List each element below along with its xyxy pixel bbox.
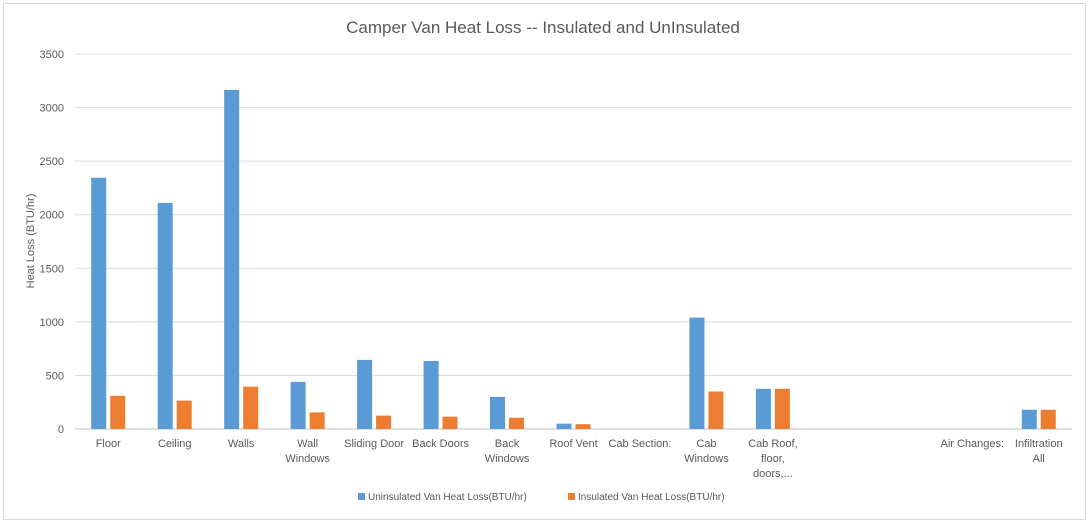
category-label: floor,: [761, 453, 785, 465]
bars: [91, 89, 1056, 430]
chart-frame: [3, 3, 1086, 520]
bar-insulated: [509, 417, 525, 429]
bar-uninsulated: [490, 396, 506, 429]
category-label: doors,...: [753, 468, 793, 480]
category-label: Wall: [297, 438, 318, 450]
category-label: Windows: [485, 453, 530, 465]
y-axis-label: Heat Loss (BTU/hr): [25, 194, 37, 289]
bar-insulated: [708, 391, 724, 429]
category-label: Infiltration: [1015, 438, 1063, 450]
y-tick-label: 3500: [40, 49, 64, 61]
bar-uninsulated: [689, 317, 705, 429]
bar-insulated: [575, 424, 591, 429]
category-label: Ceiling: [158, 438, 192, 450]
category-label: Air Changes:: [941, 438, 1005, 450]
bar-uninsulated: [290, 381, 306, 429]
y-tick-label: 2500: [40, 156, 64, 168]
gridlines: [75, 53, 1072, 430]
category-label: Walls: [228, 438, 255, 450]
category-label: Windows: [285, 453, 330, 465]
legend: Uninsulated Van Heat Loss(BTU/hr) Insulat…: [358, 492, 725, 503]
bar-insulated: [309, 412, 325, 429]
category-label: Back Doors: [412, 438, 469, 450]
bar-insulated: [774, 388, 790, 429]
category-label: All: [1033, 453, 1045, 465]
bar-insulated: [376, 415, 392, 429]
bar-uninsulated: [91, 177, 107, 429]
y-tick-label: 2000: [40, 210, 64, 222]
legend-swatch: [358, 493, 365, 500]
category-label: Roof Vent: [549, 438, 597, 450]
bar-uninsulated: [423, 360, 439, 429]
bar-insulated: [1040, 409, 1056, 429]
bar-insulated: [110, 395, 126, 429]
bar-uninsulated: [755, 388, 771, 429]
bar-uninsulated: [357, 359, 373, 429]
category-label: Sliding Door: [344, 438, 404, 450]
category-label: Back: [495, 438, 520, 450]
y-tick-label: 1500: [40, 263, 64, 275]
legend-label: Uninsulated Van Heat Loss(BTU/hr): [368, 492, 527, 503]
y-tick-label: 3000: [40, 103, 64, 115]
bar-uninsulated: [1021, 409, 1037, 429]
bar-insulated: [176, 400, 192, 429]
category-labels: Floor Ceiling Walls Wall Windows Sliding Door…: [96, 438, 1063, 480]
bar-uninsulated: [224, 89, 240, 430]
legend-label: Insulated Van Heat Loss(BTU/hr): [578, 492, 725, 503]
bar-insulated: [442, 416, 458, 429]
chart-title: Camper Van Heat Loss -- Insulated and Un…: [346, 18, 740, 37]
bar-uninsulated: [157, 202, 173, 429]
bar-insulated: [243, 386, 259, 429]
y-tick-label: 500: [46, 370, 64, 382]
legend-swatch: [568, 493, 575, 500]
category-label: Cab: [696, 438, 716, 450]
category-label: Floor: [96, 438, 121, 450]
y-tick-labels: 0 500 1000 1500 2000 2500 3000 3500: [40, 49, 64, 436]
category-label: Cab Section:: [608, 438, 671, 450]
category-label: Windows: [684, 453, 729, 465]
category-label: Cab Roof,: [748, 438, 798, 450]
y-tick-label: 0: [58, 424, 64, 436]
y-tick-label: 1000: [40, 317, 64, 329]
bar-uninsulated: [556, 423, 572, 429]
